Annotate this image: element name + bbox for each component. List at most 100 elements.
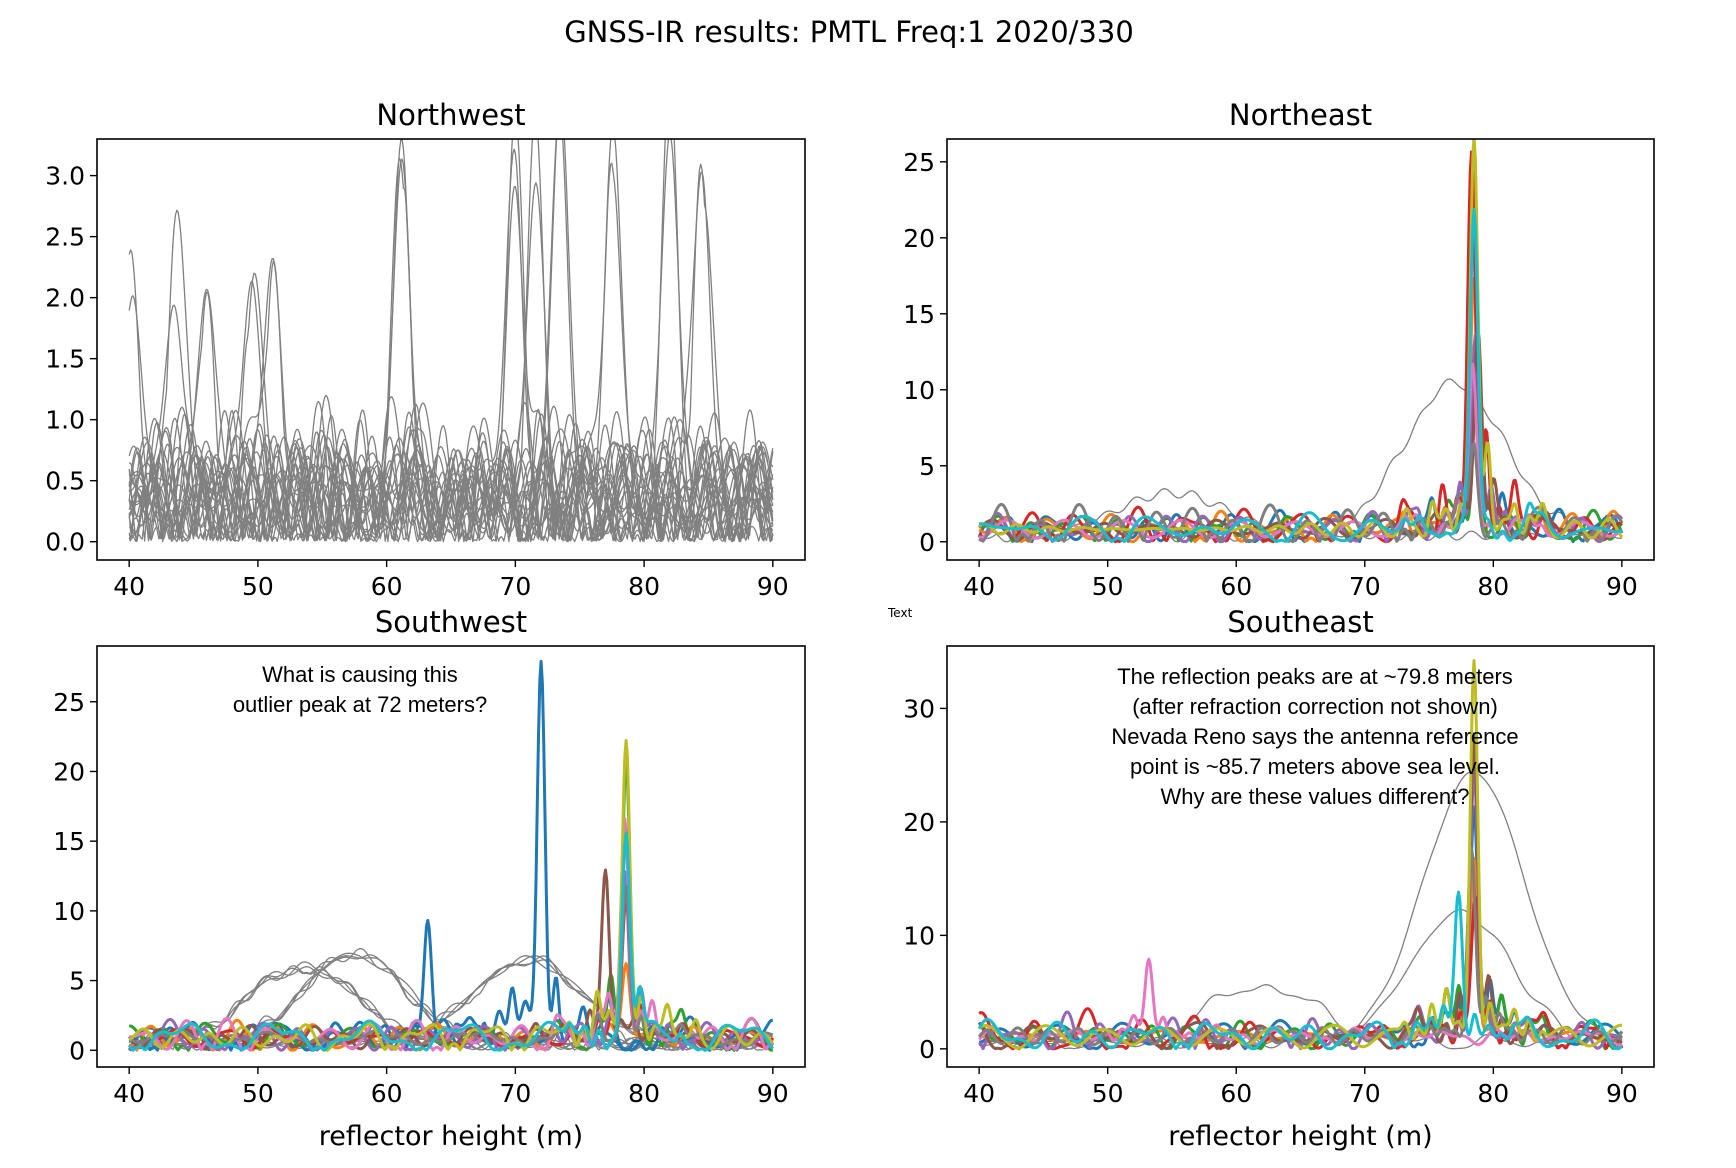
annotation-line: Nevada Reno says the antenna reference [1111, 724, 1518, 749]
panel-title: Northeast [1229, 98, 1372, 132]
series-group [977, 139, 1624, 544]
gray-trace [128, 288, 774, 542]
y-tick-label: 25 [903, 148, 935, 177]
x-tick-label: 50 [242, 1079, 274, 1108]
x-tick-label: 90 [1606, 1079, 1638, 1108]
series-line [977, 846, 1624, 1047]
x-tick-label: 70 [1349, 572, 1381, 601]
axes-frame [96, 138, 806, 561]
figure-title: GNSS-IR results: PMTL Freq:1 2020/330 [564, 15, 1134, 49]
y-tick-label: 0 [919, 528, 935, 557]
x-tick-label: 60 [1220, 1079, 1252, 1108]
axes-frame [946, 138, 1655, 561]
x-axis-label: reflector height (m) [1168, 1121, 1432, 1152]
y-tick-label: 20 [53, 757, 85, 786]
x-tick-label: 90 [757, 572, 789, 601]
x-tick-label: 40 [963, 1079, 995, 1108]
series-group [127, 659, 775, 1052]
y-tick-label: 10 [53, 897, 85, 926]
x-tick-label: 40 [113, 572, 145, 601]
y-tick-label: 30 [903, 694, 935, 723]
x-tick-label: 60 [1220, 572, 1252, 601]
x-tick-label: 50 [1092, 1079, 1124, 1108]
annotation-line: The reflection peaks are at ~79.8 meters [1117, 664, 1513, 689]
x-tick-label: 60 [371, 572, 403, 601]
y-tick-label: 1.0 [45, 406, 85, 435]
axes-frame [96, 645, 806, 1068]
y-tick-label: 20 [903, 224, 935, 253]
panel-title: Southeast [1227, 605, 1373, 639]
series-line [128, 831, 774, 1052]
x-tick-label: 40 [963, 572, 995, 601]
series-line [977, 732, 1623, 1051]
x-tick-label: 80 [1477, 572, 1509, 601]
x-tick-label: 90 [1606, 572, 1638, 601]
gray-trace [128, 139, 774, 543]
series-group [128, 139, 774, 543]
series-line [128, 868, 774, 1051]
y-tick-label: 15 [903, 300, 935, 329]
y-tick-label: 0.5 [45, 467, 85, 496]
series-line [978, 276, 1624, 544]
series-line [129, 760, 773, 1052]
series-line [978, 150, 1623, 544]
panel-northeast: Northeast 40 50 60 70 80 90 0 5 10 15 20 25 [903, 98, 1655, 601]
gray-trace [128, 185, 774, 543]
y-tick-label: 5 [919, 452, 935, 481]
series-line [128, 738, 774, 1052]
y-tick-label: 3.0 [45, 162, 85, 191]
annotation-line: (after refraction correction not shown) [1132, 694, 1498, 719]
y-tick-label: 2.5 [45, 223, 85, 252]
axes-frame [946, 645, 1655, 1068]
annotation-line: outlier peak at 72 meters? [233, 692, 487, 717]
x-tick-label: 80 [628, 1079, 660, 1108]
panel-southeast: Southeast 40 50 60 70 80 90 0 10 20 30 reflector he… [903, 605, 1655, 1152]
series-group [977, 659, 1624, 1051]
x-tick-label: 70 [499, 1079, 531, 1108]
y-tick-label: 1.5 [45, 345, 85, 374]
y-tick-label: 2.0 [45, 284, 85, 313]
x-tick-label: 60 [371, 1079, 403, 1108]
series-line [127, 659, 774, 1052]
y-tick-label: 10 [903, 376, 935, 405]
stray-text-label: Text [887, 606, 913, 620]
y-tick-label: 0.0 [45, 528, 85, 557]
y-tick-label: 20 [903, 808, 935, 837]
series-line [978, 770, 1623, 1051]
x-tick-label: 70 [499, 572, 531, 601]
x-tick-label: 70 [1349, 1079, 1381, 1108]
annotation-line: Why are these values different? [1161, 784, 1470, 809]
series-line [978, 659, 1623, 1050]
x-tick-label: 50 [1092, 572, 1124, 601]
gray-trace [128, 272, 774, 543]
series-line [977, 158, 1624, 544]
panel-title: Northwest [376, 98, 525, 132]
y-tick-label: 25 [53, 688, 85, 717]
y-tick-label: 15 [53, 827, 85, 856]
y-tick-label: 10 [903, 921, 935, 950]
series-line [977, 890, 1623, 1051]
series-line [978, 139, 1624, 540]
x-tick-label: 80 [1477, 1079, 1509, 1108]
gray-trace [128, 291, 774, 543]
x-axis-label: reflector height (m) [319, 1121, 583, 1152]
annotation-line: What is causing this [262, 662, 458, 687]
panel-southwest: Southwest 40 50 60 70 80 90 0 5 10 15 20 25 reflector… [53, 605, 806, 1152]
y-tick-label: 5 [69, 967, 85, 996]
x-tick-label: 40 [113, 1079, 145, 1108]
y-tick-label: 0 [919, 1035, 935, 1064]
annotation-text: What is causing this outlier peak at 72 m… [233, 662, 487, 717]
x-tick-label: 90 [757, 1079, 789, 1108]
series-line [128, 895, 775, 1050]
gray-trace [128, 139, 774, 543]
panel-title: Southwest [375, 605, 527, 639]
x-tick-label: 50 [242, 572, 274, 601]
panel-northwest: Northwest 40 50 60 70 80 90 0.0 0.5 1.0 1.5 2.0 2.5 3… [45, 98, 806, 601]
y-tick-label: 0 [69, 1036, 85, 1065]
annotation-line: point is ~85.7 meters above sea level. [1130, 754, 1500, 779]
x-tick-label: 80 [628, 572, 660, 601]
gray-trace [979, 771, 1623, 1047]
annotation-text: The reflection peaks are at ~79.8 meters… [1111, 664, 1518, 809]
series-line [978, 207, 1623, 543]
